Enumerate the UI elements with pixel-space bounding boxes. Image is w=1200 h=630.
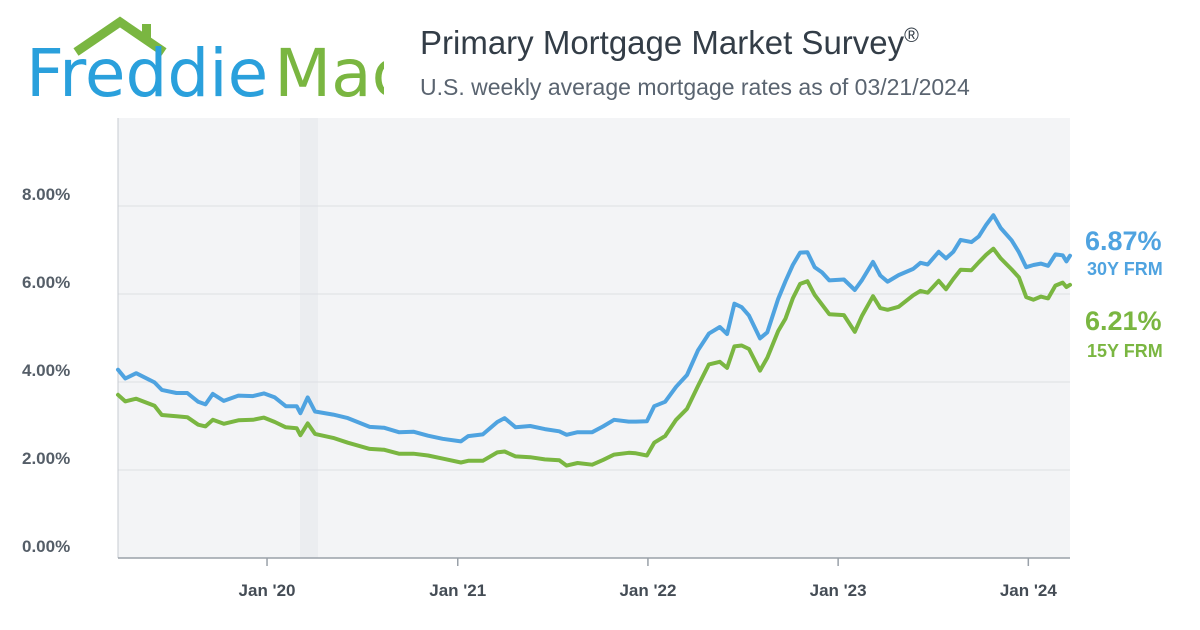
series-lines bbox=[116, 213, 1072, 468]
y-tick-label-1: 2.00% bbox=[22, 449, 70, 468]
series-name-label-0: 30Y FRM bbox=[1087, 259, 1163, 279]
series-name-label-1: 15Y FRM bbox=[1087, 341, 1163, 361]
x-tick-label-4: Jan '24 bbox=[1000, 581, 1058, 600]
gridlines bbox=[118, 205, 1070, 471]
y-axis: 0.00% 2.00% 4.00% 6.00% 8.00% bbox=[22, 118, 119, 558]
x-tick-label-1: Jan '21 bbox=[429, 581, 486, 600]
x-tick-label-2: Jan '22 bbox=[619, 581, 676, 600]
freddie-mac-logo: FreddieMac bbox=[26, 16, 384, 112]
y-tick-label-0: 0.00% bbox=[22, 537, 70, 556]
title-text: Primary Mortgage Market Survey bbox=[420, 24, 905, 61]
end-labels: 6.87% 30Y FRM 6.21% 15Y FRM bbox=[1085, 226, 1163, 361]
series-line-0 bbox=[116, 213, 1072, 444]
x-axis: Jan '20 Jan '21 Jan '22 Jan '23 Jan '24 bbox=[118, 557, 1070, 600]
chimney-icon bbox=[142, 24, 151, 42]
y-tick-label-2: 4.00% bbox=[22, 361, 70, 380]
x-tick-label-0: Jan '20 bbox=[239, 581, 296, 600]
svg-text:FreddieMac: FreddieMac bbox=[26, 35, 384, 112]
y-tick-label-3: 6.00% bbox=[22, 273, 70, 292]
x-tick-label-3: Jan '23 bbox=[810, 581, 867, 600]
series-line-1 bbox=[116, 246, 1072, 468]
logo-text-mac: Mac bbox=[274, 35, 384, 112]
registered-mark: ® bbox=[904, 25, 919, 47]
plot-highlight-band bbox=[300, 118, 318, 558]
y-tick-label-4: 8.00% bbox=[22, 185, 70, 204]
plot-background bbox=[118, 118, 1070, 558]
page-title: Primary Mortgage Market Survey® bbox=[420, 24, 919, 62]
end-value-label-0: 6.87% bbox=[1085, 226, 1162, 256]
end-value-label-1: 6.21% bbox=[1085, 306, 1162, 336]
logo-text-freddie: Freddie bbox=[26, 35, 268, 112]
page-subtitle: U.S. weekly average mortgage rates as of… bbox=[420, 74, 970, 100]
